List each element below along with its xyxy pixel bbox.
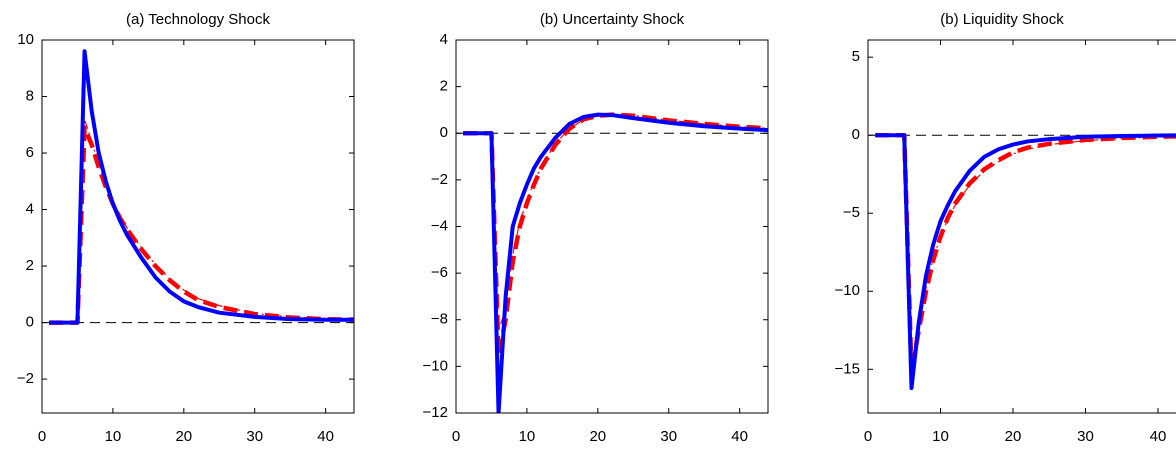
series-line: [49, 49, 354, 325]
x-tick-label: 0: [452, 428, 460, 445]
x-tick-label: 40: [1150, 428, 1167, 445]
x-tick-label: 0: [864, 428, 872, 445]
y-tick-label: −12: [423, 404, 448, 421]
x-tick-label: 30: [660, 428, 677, 445]
series-line: [875, 133, 1176, 391]
y-tick-label: 0: [440, 124, 448, 141]
x-tick-label: 20: [175, 428, 192, 445]
y-tick-label: −5: [843, 204, 860, 221]
y-tick-label: −15: [835, 360, 860, 377]
x-tick-label: 20: [1005, 428, 1022, 445]
y-tick-label: −2: [431, 171, 448, 188]
plot-lines: [868, 132, 1176, 391]
plot-lines: [456, 112, 768, 413]
x-tick-label: 40: [731, 428, 748, 445]
x-tick-label: 40: [317, 428, 334, 445]
y-tick-label: 0: [26, 314, 34, 331]
y-tick-label: 10: [17, 31, 34, 48]
chart-title: (a) Technology Shock: [126, 11, 270, 28]
panel: (a) Technology Shock 0 10 20 30 40 −2 0 2 4 6 8 10: [17, 11, 355, 445]
x-tick-label: 0: [38, 428, 46, 445]
plot-area: [42, 40, 354, 413]
x-tick-label: 30: [1077, 428, 1094, 445]
chart-title: (b) Uncertainty Shock: [540, 11, 685, 28]
y-tick-label: −2: [17, 370, 34, 387]
y-tick-label: 5: [852, 48, 860, 65]
series-line: [463, 112, 768, 413]
axes-box: [867, 39, 1176, 414]
y-tick-label: −4: [431, 217, 448, 234]
x-tick-label: 20: [589, 428, 606, 445]
axes-box: [41, 39, 355, 414]
x-tick-label: 10: [932, 428, 949, 445]
y-tick-label: −10: [835, 282, 860, 299]
plot-lines: [42, 49, 354, 325]
chart-title: (b) Liquidity Shock: [940, 11, 1064, 28]
y-tick-label: 2: [440, 78, 448, 95]
x-tick-label: 10: [105, 428, 122, 445]
x-tick-label: 10: [519, 428, 536, 445]
y-tick-label: 4: [26, 201, 34, 218]
y-tick-label: 8: [26, 87, 34, 104]
y-tick-label: −6: [431, 264, 448, 281]
x-tick-label: 30: [246, 428, 263, 445]
y-tick-label: 0: [852, 126, 860, 143]
y-tick-label: 6: [26, 144, 34, 161]
plot-area: [868, 40, 1176, 413]
plot-area: [456, 40, 768, 413]
y-tick-label: 4: [440, 31, 448, 48]
axes-box: [455, 39, 769, 414]
y-tick-label: 2: [26, 257, 34, 274]
y-tick-label: −8: [431, 311, 448, 328]
y-tick-label: −10: [423, 357, 448, 374]
panel: (b) Liquidity Shock 0 10 20 30 40 −15 −10 −5 0 5: [835, 11, 1176, 445]
